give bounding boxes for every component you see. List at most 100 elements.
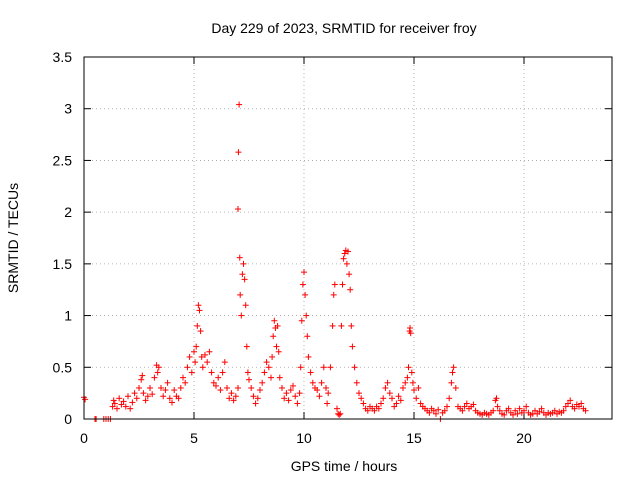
data-point <box>320 364 327 371</box>
data-point <box>444 403 450 410</box>
data-point <box>334 405 340 412</box>
data-point <box>400 384 406 391</box>
data-point <box>230 397 237 404</box>
data-point <box>254 395 261 402</box>
x-tick-label: 20 <box>516 430 532 446</box>
data-point <box>224 384 230 391</box>
data-point <box>228 390 235 397</box>
data-point <box>160 393 167 400</box>
y-tick-label: 3.5 <box>53 49 73 65</box>
data-point <box>409 379 416 386</box>
data-point <box>325 390 332 397</box>
data-point <box>290 382 296 389</box>
data-point <box>194 322 201 329</box>
data-point <box>169 399 175 406</box>
data-point <box>426 409 433 416</box>
data-point <box>521 407 527 414</box>
data-point <box>413 395 420 402</box>
y-tick-label: 2.5 <box>53 152 73 168</box>
data-point <box>235 206 241 213</box>
data-point <box>360 400 367 407</box>
data-point <box>154 369 161 376</box>
data-point <box>415 384 422 391</box>
data-point <box>330 291 337 298</box>
data-point <box>138 376 145 383</box>
data-point <box>182 379 189 386</box>
data-point <box>186 353 193 360</box>
data-point <box>243 343 250 350</box>
data-point <box>448 379 455 386</box>
data-point <box>375 405 382 412</box>
data-point <box>131 390 138 397</box>
data-point <box>395 393 402 400</box>
data-point <box>208 369 215 376</box>
data-point <box>236 254 243 261</box>
data-point <box>304 333 311 340</box>
data-point <box>281 395 288 402</box>
axis-ticks: 0 0.5 1 1.5 2 2.5 3 3.5 0 5 10 15 20 <box>53 49 612 446</box>
data-point <box>307 369 314 376</box>
data-point <box>122 403 129 410</box>
data-point <box>452 384 459 391</box>
data-point <box>463 400 470 407</box>
data-point <box>405 364 412 371</box>
data-point <box>110 397 117 404</box>
data-point <box>510 411 516 418</box>
data-point <box>397 397 404 404</box>
data-point <box>292 393 299 400</box>
data-point <box>238 312 245 319</box>
data-point <box>296 390 303 397</box>
x-tick-label: 10 <box>296 430 312 446</box>
data-point <box>323 384 329 391</box>
data-point <box>338 322 345 329</box>
data-point <box>494 403 501 410</box>
data-point <box>327 364 334 371</box>
data-point <box>111 400 118 407</box>
data-point <box>116 395 123 402</box>
data-point <box>391 403 398 410</box>
y-tick-label: 0 <box>64 411 72 427</box>
data-point <box>316 393 323 400</box>
data-point <box>407 324 414 331</box>
data-point <box>347 286 354 293</box>
data-point <box>305 353 312 360</box>
data-point <box>242 302 249 309</box>
data-point <box>459 407 466 414</box>
data-point <box>358 395 365 402</box>
data-point <box>250 393 257 400</box>
data-point <box>345 248 351 255</box>
data-point <box>560 407 567 414</box>
data-point <box>348 322 355 329</box>
data-point <box>133 395 140 402</box>
data-point <box>82 396 89 403</box>
data-point <box>125 393 131 400</box>
data-point <box>417 400 424 407</box>
data-point <box>297 364 304 371</box>
data-point <box>274 322 281 329</box>
data-point <box>204 359 211 366</box>
data-point <box>180 374 186 381</box>
data-point <box>166 395 173 402</box>
data-point <box>496 407 503 414</box>
data-point <box>285 397 292 404</box>
data-point <box>120 398 127 405</box>
data-point <box>109 403 116 410</box>
data-point <box>217 387 224 394</box>
y-tick-label: 1.5 <box>53 256 73 272</box>
data-point <box>175 395 182 402</box>
data-point <box>149 391 156 398</box>
data-point <box>158 384 164 391</box>
data-point <box>226 395 233 402</box>
data-point <box>433 410 439 417</box>
data-point <box>114 405 120 412</box>
data-point <box>188 369 195 376</box>
data-point <box>309 379 316 386</box>
data-point <box>301 269 307 276</box>
data-point <box>147 384 153 391</box>
data-point <box>346 271 353 278</box>
data-point <box>536 408 543 415</box>
data-point <box>240 260 247 267</box>
data-point <box>142 397 149 404</box>
data-point <box>139 372 146 379</box>
data-point <box>162 387 169 394</box>
